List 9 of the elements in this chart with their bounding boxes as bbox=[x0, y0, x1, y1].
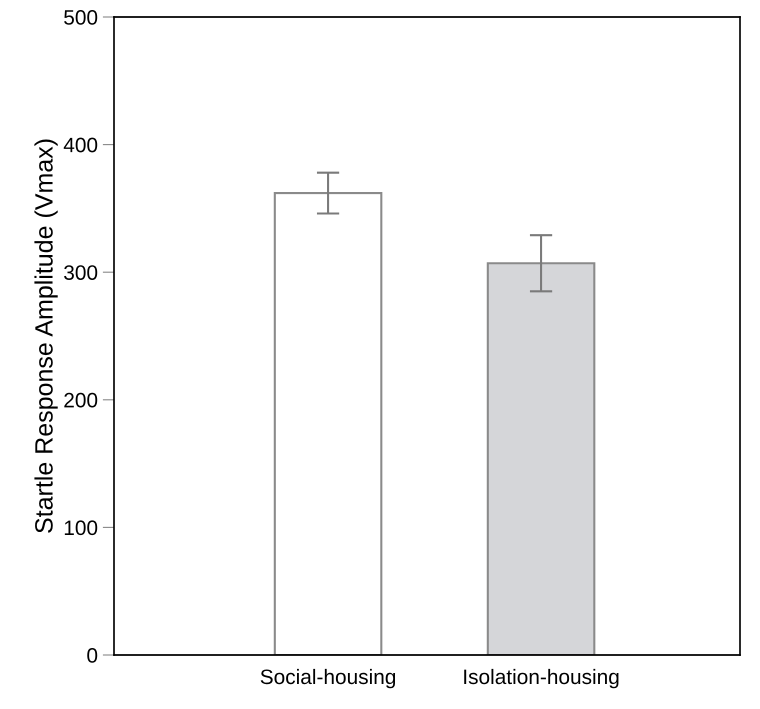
x-tick-label: Social-housing bbox=[260, 668, 396, 688]
x-tick-label: Isolation-housing bbox=[464, 668, 618, 688]
y-tick-label: 100 bbox=[64, 520, 98, 536]
y-tick-label: 0 bbox=[87, 648, 98, 663]
y-tick-label: 300 bbox=[64, 265, 98, 280]
y-axis-title: Startle Response Amplitude (Vmax) bbox=[34, 140, 58, 533]
y-tick-label: 400 bbox=[64, 138, 98, 152]
y-tick-label: 200 bbox=[64, 392, 98, 408]
y-tick-label: 500 bbox=[64, 10, 98, 25]
